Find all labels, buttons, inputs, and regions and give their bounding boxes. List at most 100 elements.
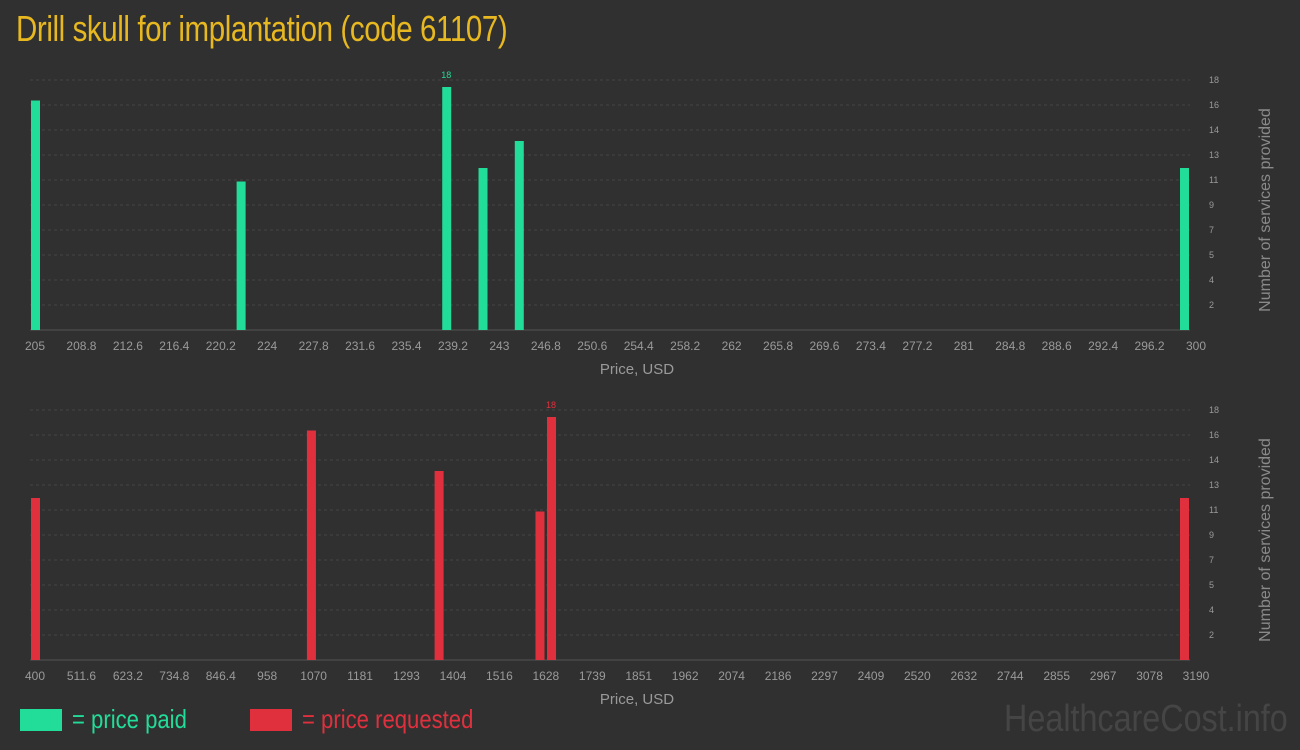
y-tick-label: 4 [1209,605,1214,615]
x-tick-label: 212.6 [113,339,143,353]
x-tick-label: 2855 [1043,669,1070,683]
bar [434,471,444,660]
x-tick-label: 1628 [532,669,559,683]
legend-paid-swatch [20,708,62,731]
x-tick-label: 239.2 [438,339,468,353]
x-tick-label: 1404 [440,669,467,683]
x-tick-label: 258.2 [670,339,700,353]
bar-data-label: 18 [546,400,556,410]
y-axis-label: Number of services provided [1257,438,1274,642]
x-tick-label: 220.2 [206,339,236,353]
x-tick-label: 400 [25,669,45,683]
legend-paid-label: = price paid [72,704,187,734]
x-tick-label: 2632 [950,669,977,683]
x-tick-label: 277.2 [902,339,932,353]
bar [514,141,524,330]
x-tick-label: 269.6 [809,339,839,353]
bar-data-label: 18 [441,70,451,80]
y-tick-label: 11 [1209,175,1218,185]
bar [31,100,40,330]
x-tick-label: 3190 [1183,669,1210,683]
y-tick-label: 9 [1209,530,1214,540]
y-tick-label: 16 [1209,430,1219,440]
y-tick-label: 18 [1209,75,1219,85]
x-tick-label: 231.6 [345,339,375,353]
x-tick-label: 235.4 [392,339,422,353]
bar [1180,168,1189,330]
y-tick-label: 2 [1209,300,1214,310]
x-tick-label: 2967 [1090,669,1117,683]
x-tick-label: 3078 [1136,669,1163,683]
x-tick-label: 216.4 [159,339,189,353]
x-tick-label: 1293 [393,669,420,683]
y-tick-label: 5 [1209,580,1214,590]
bar [31,498,40,660]
legend-requested-label: = price requested [302,704,474,734]
y-tick-label: 14 [1209,455,1219,465]
x-tick-label: 273.4 [856,339,886,353]
x-tick-label: 288.6 [1042,339,1072,353]
legend-requested-swatch [250,708,292,731]
x-tick-label: 208.8 [66,339,96,353]
x-tick-label: 250.6 [577,339,607,353]
page-title: Drill skull for implantation (code 61107… [16,8,508,49]
x-tick-label: 224 [257,339,277,353]
x-tick-label: 246.8 [531,339,561,353]
x-tick-label: 300 [1186,339,1206,353]
y-tick-label: 14 [1209,125,1219,135]
bar [236,181,246,330]
x-tick-label: 511.6 [67,669,96,683]
y-tick-label: 7 [1209,225,1214,235]
x-tick-label: 1739 [579,669,606,683]
y-tick-label: 2 [1209,630,1214,640]
brand-watermark: HealthcareCost.info [1004,698,1288,740]
x-tick-label: 227.8 [299,339,329,353]
legend-requested: = price requested [250,704,504,735]
x-tick-label: 2074 [718,669,745,683]
y-axis-label: Number of services provided [1257,108,1274,312]
x-tick-label: 1181 [347,669,373,683]
y-tick-label: 9 [1209,200,1214,210]
x-tick-label: 1070 [300,669,327,683]
x-tick-label: 296.2 [1135,339,1165,353]
bar [547,417,557,660]
legend-paid: = price paid [20,704,207,735]
x-tick-label: 623.2 [113,669,143,683]
x-tick-label: 265.8 [763,339,793,353]
x-tick-label: 2520 [904,669,931,683]
x-tick-label: 734.8 [159,669,189,683]
bar [478,168,488,330]
x-axis-label: Price, USD [600,361,674,378]
y-tick-label: 13 [1209,150,1219,160]
x-tick-label: 205 [25,339,45,353]
x-tick-label: 2297 [811,669,838,683]
bar [1180,498,1189,660]
y-tick-label: 16 [1209,100,1219,110]
x-tick-label: 254.4 [624,339,654,353]
x-tick-label: 1851 [625,669,652,683]
x-tick-label: 958 [257,669,277,683]
y-tick-label: 7 [1209,555,1214,565]
price-paid-chart: 2 4 5 7 9 11 13 14 16 18 205 208.8 212.6 216.4 220.2 22… [25,70,1274,378]
y-tick-label: 5 [1209,250,1214,260]
x-tick-label: 846.4 [206,669,236,683]
bar [535,511,545,660]
x-tick-label: 243 [489,339,509,353]
x-tick-label: 292.4 [1088,339,1118,353]
x-tick-label: 2744 [997,669,1024,683]
x-tick-label: 2186 [765,669,792,683]
bar [306,430,316,660]
x-axis-label: Price, USD [600,691,674,708]
y-tick-label: 13 [1209,480,1219,490]
x-tick-label: 1962 [672,669,699,683]
x-tick-label: 281 [954,339,974,353]
y-tick-label: 11 [1209,505,1218,515]
x-tick-label: 262 [722,339,742,353]
x-tick-label: 2409 [858,669,885,683]
x-tick-label: 284.8 [995,339,1025,353]
price-requested-chart: 2 4 5 7 9 11 13 14 16 18 400 511.6 623.2 734.8 846.4 95… [25,400,1274,708]
bar [442,87,452,330]
y-tick-label: 4 [1209,275,1214,285]
x-tick-label: 1516 [486,669,513,683]
y-tick-label: 18 [1209,405,1219,415]
